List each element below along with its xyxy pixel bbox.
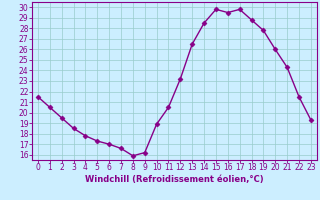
X-axis label: Windchill (Refroidissement éolien,°C): Windchill (Refroidissement éolien,°C)	[85, 175, 264, 184]
